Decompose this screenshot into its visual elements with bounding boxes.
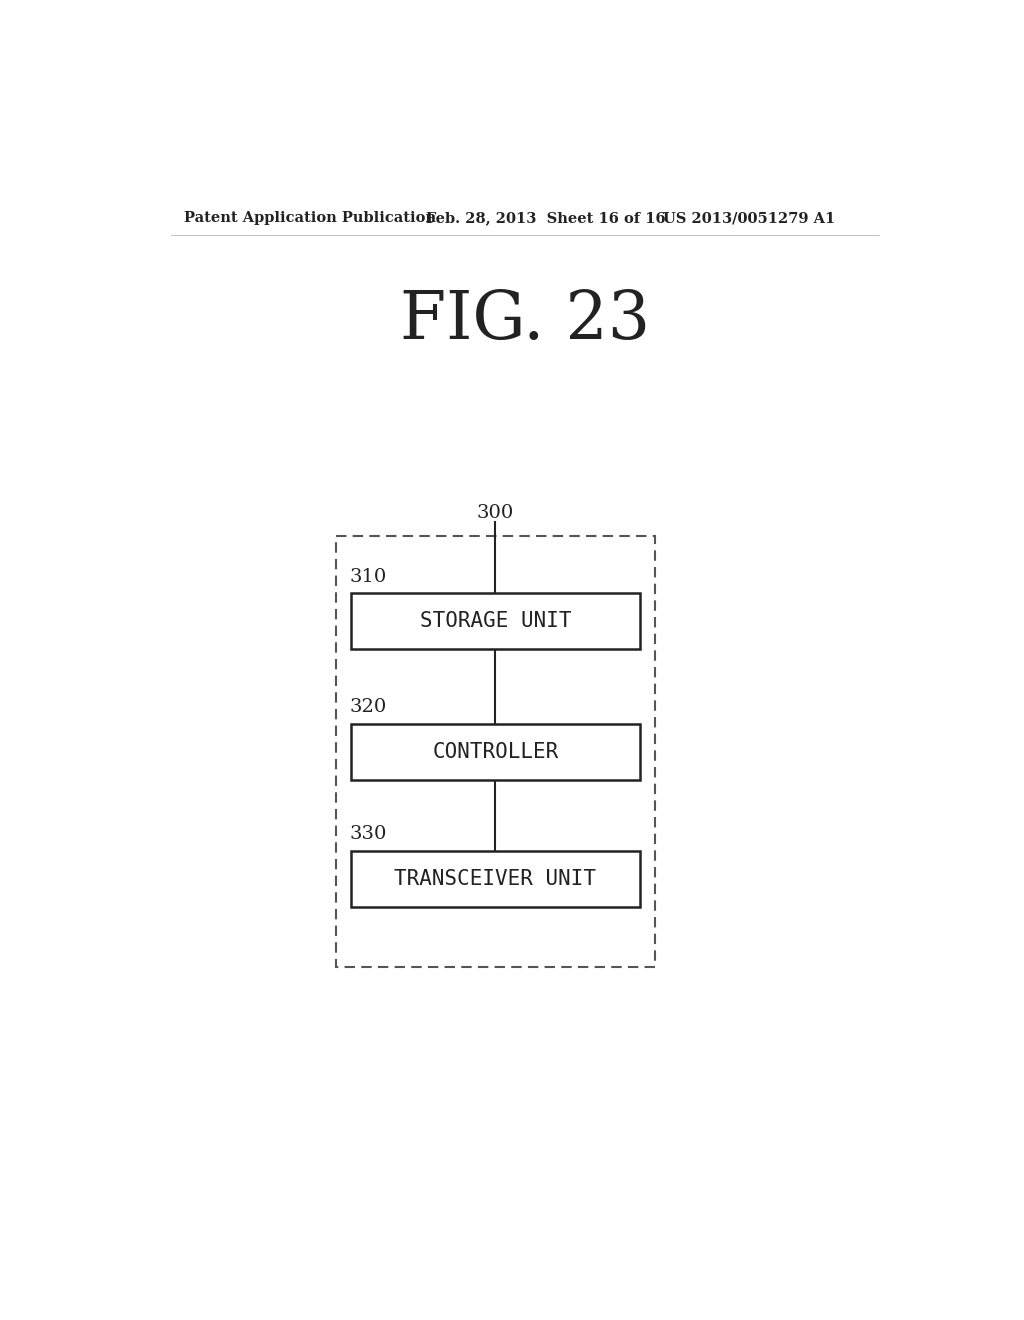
Text: TRANSCEIVER UNIT: TRANSCEIVER UNIT (394, 869, 596, 890)
Bar (336, 536, 655, 966)
Text: FIG. 23: FIG. 23 (399, 288, 650, 352)
Bar (351, 594, 640, 649)
Text: 310: 310 (349, 568, 387, 586)
Text: 300: 300 (477, 504, 514, 521)
Text: 330: 330 (349, 825, 387, 843)
Text: Feb. 28, 2013  Sheet 16 of 16: Feb. 28, 2013 Sheet 16 of 16 (426, 211, 666, 226)
Text: Patent Application Publication: Patent Application Publication (183, 211, 436, 226)
Text: CONTROLLER: CONTROLLER (432, 742, 558, 762)
Text: US 2013/0051279 A1: US 2013/0051279 A1 (663, 211, 835, 226)
Text: 320: 320 (349, 698, 387, 717)
Text: STORAGE UNIT: STORAGE UNIT (420, 611, 571, 631)
Bar (351, 851, 640, 907)
Bar (351, 725, 640, 780)
